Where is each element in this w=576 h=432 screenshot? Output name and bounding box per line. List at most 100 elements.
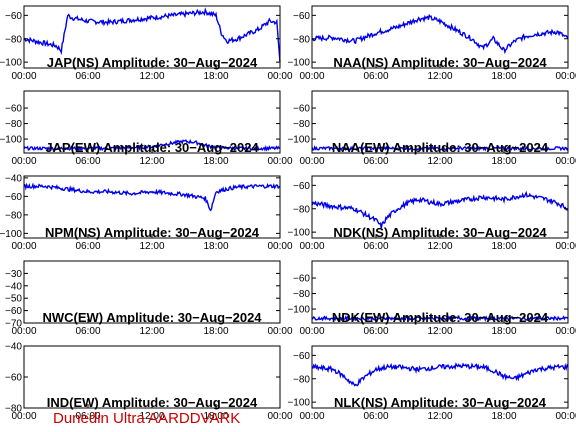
x-tick-label: 00:00 <box>267 71 292 82</box>
y-tick-label: −60 <box>5 306 22 317</box>
x-tick-label: 12:00 <box>139 326 164 337</box>
x-tick-label: 12:00 <box>139 241 164 252</box>
x-tick-label: 18:00 <box>203 156 228 167</box>
x-tick-label: 06:00 <box>363 241 388 252</box>
y-tick-label: −40 <box>5 281 22 292</box>
x-tick-label: 06:00 <box>75 411 100 422</box>
panel-title: NLK(NS) Amplitude: 30−Aug−2024 <box>334 395 547 410</box>
x-tick-label: 12:00 <box>427 326 452 337</box>
y-tick-label: −100 <box>0 58 22 69</box>
chart-panel: −60 −80 −100 00:00 06:00 12:00 18:00 00:00 NAA(E… <box>287 90 576 167</box>
chart-panel: −60 −80 −100 00:00 06:00 12:00 18:00 00:00 JAP(N… <box>0 5 293 82</box>
chart-panel: −60 −80 −100 00:00 06:00 12:00 18:00 00:00 NDK(E… <box>287 260 576 337</box>
y-tick-label: −100 <box>287 398 310 409</box>
x-tick-label: 12:00 <box>139 71 164 82</box>
x-tick-label: 00:00 <box>299 241 324 252</box>
y-tick-label: −80 <box>5 404 22 415</box>
y-tick-label: −60 <box>5 373 22 384</box>
x-tick-label: 12:00 <box>427 241 452 252</box>
panel-title: NDK(EW) Amplitude: 30−Aug−2024 <box>332 310 549 325</box>
y-tick-label: −80 <box>293 289 310 300</box>
x-tick-label: 18:00 <box>491 71 516 82</box>
x-tick-label: 00:00 <box>555 411 576 422</box>
y-tick-label: −100 <box>287 228 310 239</box>
x-tick-label: 18:00 <box>491 326 516 337</box>
x-tick-label: 00:00 <box>555 326 576 337</box>
x-tick-label: 00:00 <box>299 71 324 82</box>
x-tick-label: 18:00 <box>203 71 228 82</box>
x-tick-label: 00:00 <box>299 411 324 422</box>
x-tick-label: 00:00 <box>299 326 324 337</box>
y-tick-label: −30 <box>5 269 22 280</box>
chart-panel: −60 −80 −100 00:00 06:00 12:00 18:00 00:00 NLK(N… <box>287 345 576 422</box>
x-tick-label: 06:00 <box>75 241 100 252</box>
y-tick-label: −100 <box>287 58 310 69</box>
x-tick-label: 00:00 <box>555 241 576 252</box>
y-tick-label: −100 <box>0 135 22 146</box>
y-tick-label: −80 <box>5 119 22 130</box>
x-tick-label: 06:00 <box>363 156 388 167</box>
trace-line <box>23 138 281 152</box>
panel-title: IND(EW) Amplitude: 30−Aug−2024 <box>47 395 258 410</box>
y-tick-label: −80 <box>293 119 310 130</box>
x-tick-label: 00:00 <box>11 411 36 422</box>
y-tick-label: −60 <box>293 104 310 115</box>
y-tick-label: −60 <box>5 192 22 203</box>
x-tick-label: 00:00 <box>11 241 36 252</box>
x-tick-label: 00:00 <box>299 156 324 167</box>
y-tick-label: −80 <box>293 374 310 385</box>
y-tick-label: −80 <box>293 34 310 45</box>
panel-title: JAP(NS) Amplitude: 30−Aug−2024 <box>47 55 258 70</box>
chart-panel: −60 −80 −100 00:00 06:00 12:00 18:00 00:00 JAP(E… <box>0 90 293 167</box>
trace-line <box>311 190 569 229</box>
x-tick-label: 06:00 <box>363 411 388 422</box>
x-tick-label: 18:00 <box>203 326 228 337</box>
x-tick-label: 18:00 <box>203 411 228 422</box>
x-tick-label: 12:00 <box>427 71 452 82</box>
trace-line <box>311 13 569 55</box>
x-tick-label: 06:00 <box>75 156 100 167</box>
y-tick-label: −80 <box>5 34 22 45</box>
panel-title: NAA(NS) Amplitude: 30−Aug−2024 <box>333 55 547 70</box>
x-tick-label: 00:00 <box>267 326 292 337</box>
y-tick-label: −100 <box>287 305 310 316</box>
x-tick-label: 00:00 <box>267 156 292 167</box>
footer-credit: Dunedin Ultra AARDDVARK <box>53 410 240 427</box>
y-tick-label: −60 <box>5 11 22 22</box>
x-tick-label: 18:00 <box>491 241 516 252</box>
x-tick-label: 12:00 <box>139 156 164 167</box>
chart-panel: −60 −80 −100 00:00 06:00 12:00 18:00 00:00 NDK(N… <box>287 175 576 252</box>
x-tick-label: 06:00 <box>363 326 388 337</box>
x-tick-label: 06:00 <box>75 326 100 337</box>
x-tick-label: 12:00 <box>139 411 164 422</box>
y-tick-label: −80 <box>5 210 22 221</box>
panel-title: JAP(EW) Amplitude: 30−Aug−2024 <box>45 140 259 155</box>
y-tick-label: −70 <box>5 319 22 330</box>
y-tick-label: −60 <box>293 181 310 192</box>
x-tick-label: 00:00 <box>267 411 292 422</box>
x-tick-label: 00:00 <box>11 326 36 337</box>
trace-line <box>311 314 569 323</box>
y-tick-label: −100 <box>0 229 22 240</box>
panel-title: NAA(EW) Amplitude: 30−Aug−2024 <box>332 140 549 155</box>
trace-line <box>23 182 281 212</box>
panel-title: NWC(EW) Amplitude: 30−Aug−2024 <box>42 310 262 325</box>
x-tick-label: 18:00 <box>491 156 516 167</box>
x-tick-label: 06:00 <box>363 71 388 82</box>
y-tick-label: −60 <box>293 11 310 22</box>
y-tick-label: −80 <box>293 204 310 215</box>
y-tick-label: −60 <box>293 351 310 362</box>
y-tick-label: −100 <box>287 135 310 146</box>
x-tick-label: 00:00 <box>555 156 576 167</box>
x-tick-label: 06:00 <box>75 71 100 82</box>
y-tick-label: −60 <box>5 104 22 115</box>
x-tick-label: 00:00 <box>267 241 292 252</box>
x-tick-label: 00:00 <box>11 156 36 167</box>
y-tick-label: −60 <box>293 274 310 285</box>
x-tick-label: 12:00 <box>427 411 452 422</box>
